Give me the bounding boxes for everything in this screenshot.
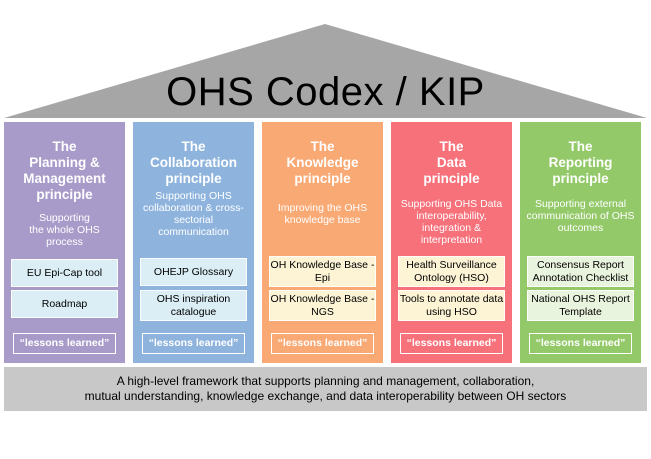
pillar-description: Supporting external communication of OHS… [526, 198, 635, 234]
roof-shape [4, 24, 647, 118]
pillar-title: The Knowledge principle [286, 139, 359, 186]
roof [4, 24, 647, 118]
foundation-text: A high-level framework that supports pla… [4, 367, 647, 411]
lessons-learned-box: “lessons learned” [13, 333, 116, 354]
item-box: OHS inspiration catalogue [140, 290, 247, 321]
item-box: OH Knowledge Base - NGS [269, 290, 376, 321]
pillar-title: The Collaboration principle [150, 139, 237, 186]
pillar-planning: The Planning & Management principle Supp… [4, 122, 125, 363]
pillar-reporting: The Reporting principle Supporting exter… [520, 122, 641, 363]
item-box: National OHS Report Template [527, 290, 634, 321]
lessons-learned-box: “lessons learned” [400, 333, 503, 354]
pillar-data: The Data principle Supporting OHS Data i… [391, 122, 512, 363]
item-box: Health Surveillance Ontology (HSO) [398, 256, 505, 287]
pillar-knowledge: The Knowledge principle Improving the OH… [262, 122, 383, 363]
item-box: OHEJP Glossary [140, 258, 247, 286]
pillar-title: The Planning & Management principle [23, 139, 106, 202]
pillar-collaboration: The Collaboration principle Supporting O… [133, 122, 254, 363]
item-box: Consensus Report Annotation Checklist [527, 256, 634, 287]
lessons-learned-box: “lessons learned” [271, 333, 374, 354]
item-box: Roadmap [11, 290, 118, 318]
pillar-description: Improving the OHS knowledge base [277, 202, 368, 226]
diagram-title: OHS Codex / KIP [166, 70, 485, 114]
pillar-title: The Data principle [423, 139, 480, 186]
pillar-description: Supporting the whole OHS process [29, 212, 100, 248]
lessons-learned-box: “lessons learned” [142, 333, 245, 354]
item-box: EU Epi-Cap tool [11, 259, 118, 287]
item-box: OH Knowledge Base - Epi [269, 256, 376, 287]
pillar-title: The Reporting principle [548, 139, 613, 186]
pillar-description: Supporting OHS collaboration & cross- se… [143, 190, 244, 238]
lessons-learned-box: “lessons learned” [529, 333, 632, 354]
pillar-description: Supporting OHS Data interoperability, in… [400, 198, 503, 246]
item-box: Tools to annotate data using HSO [398, 290, 505, 321]
